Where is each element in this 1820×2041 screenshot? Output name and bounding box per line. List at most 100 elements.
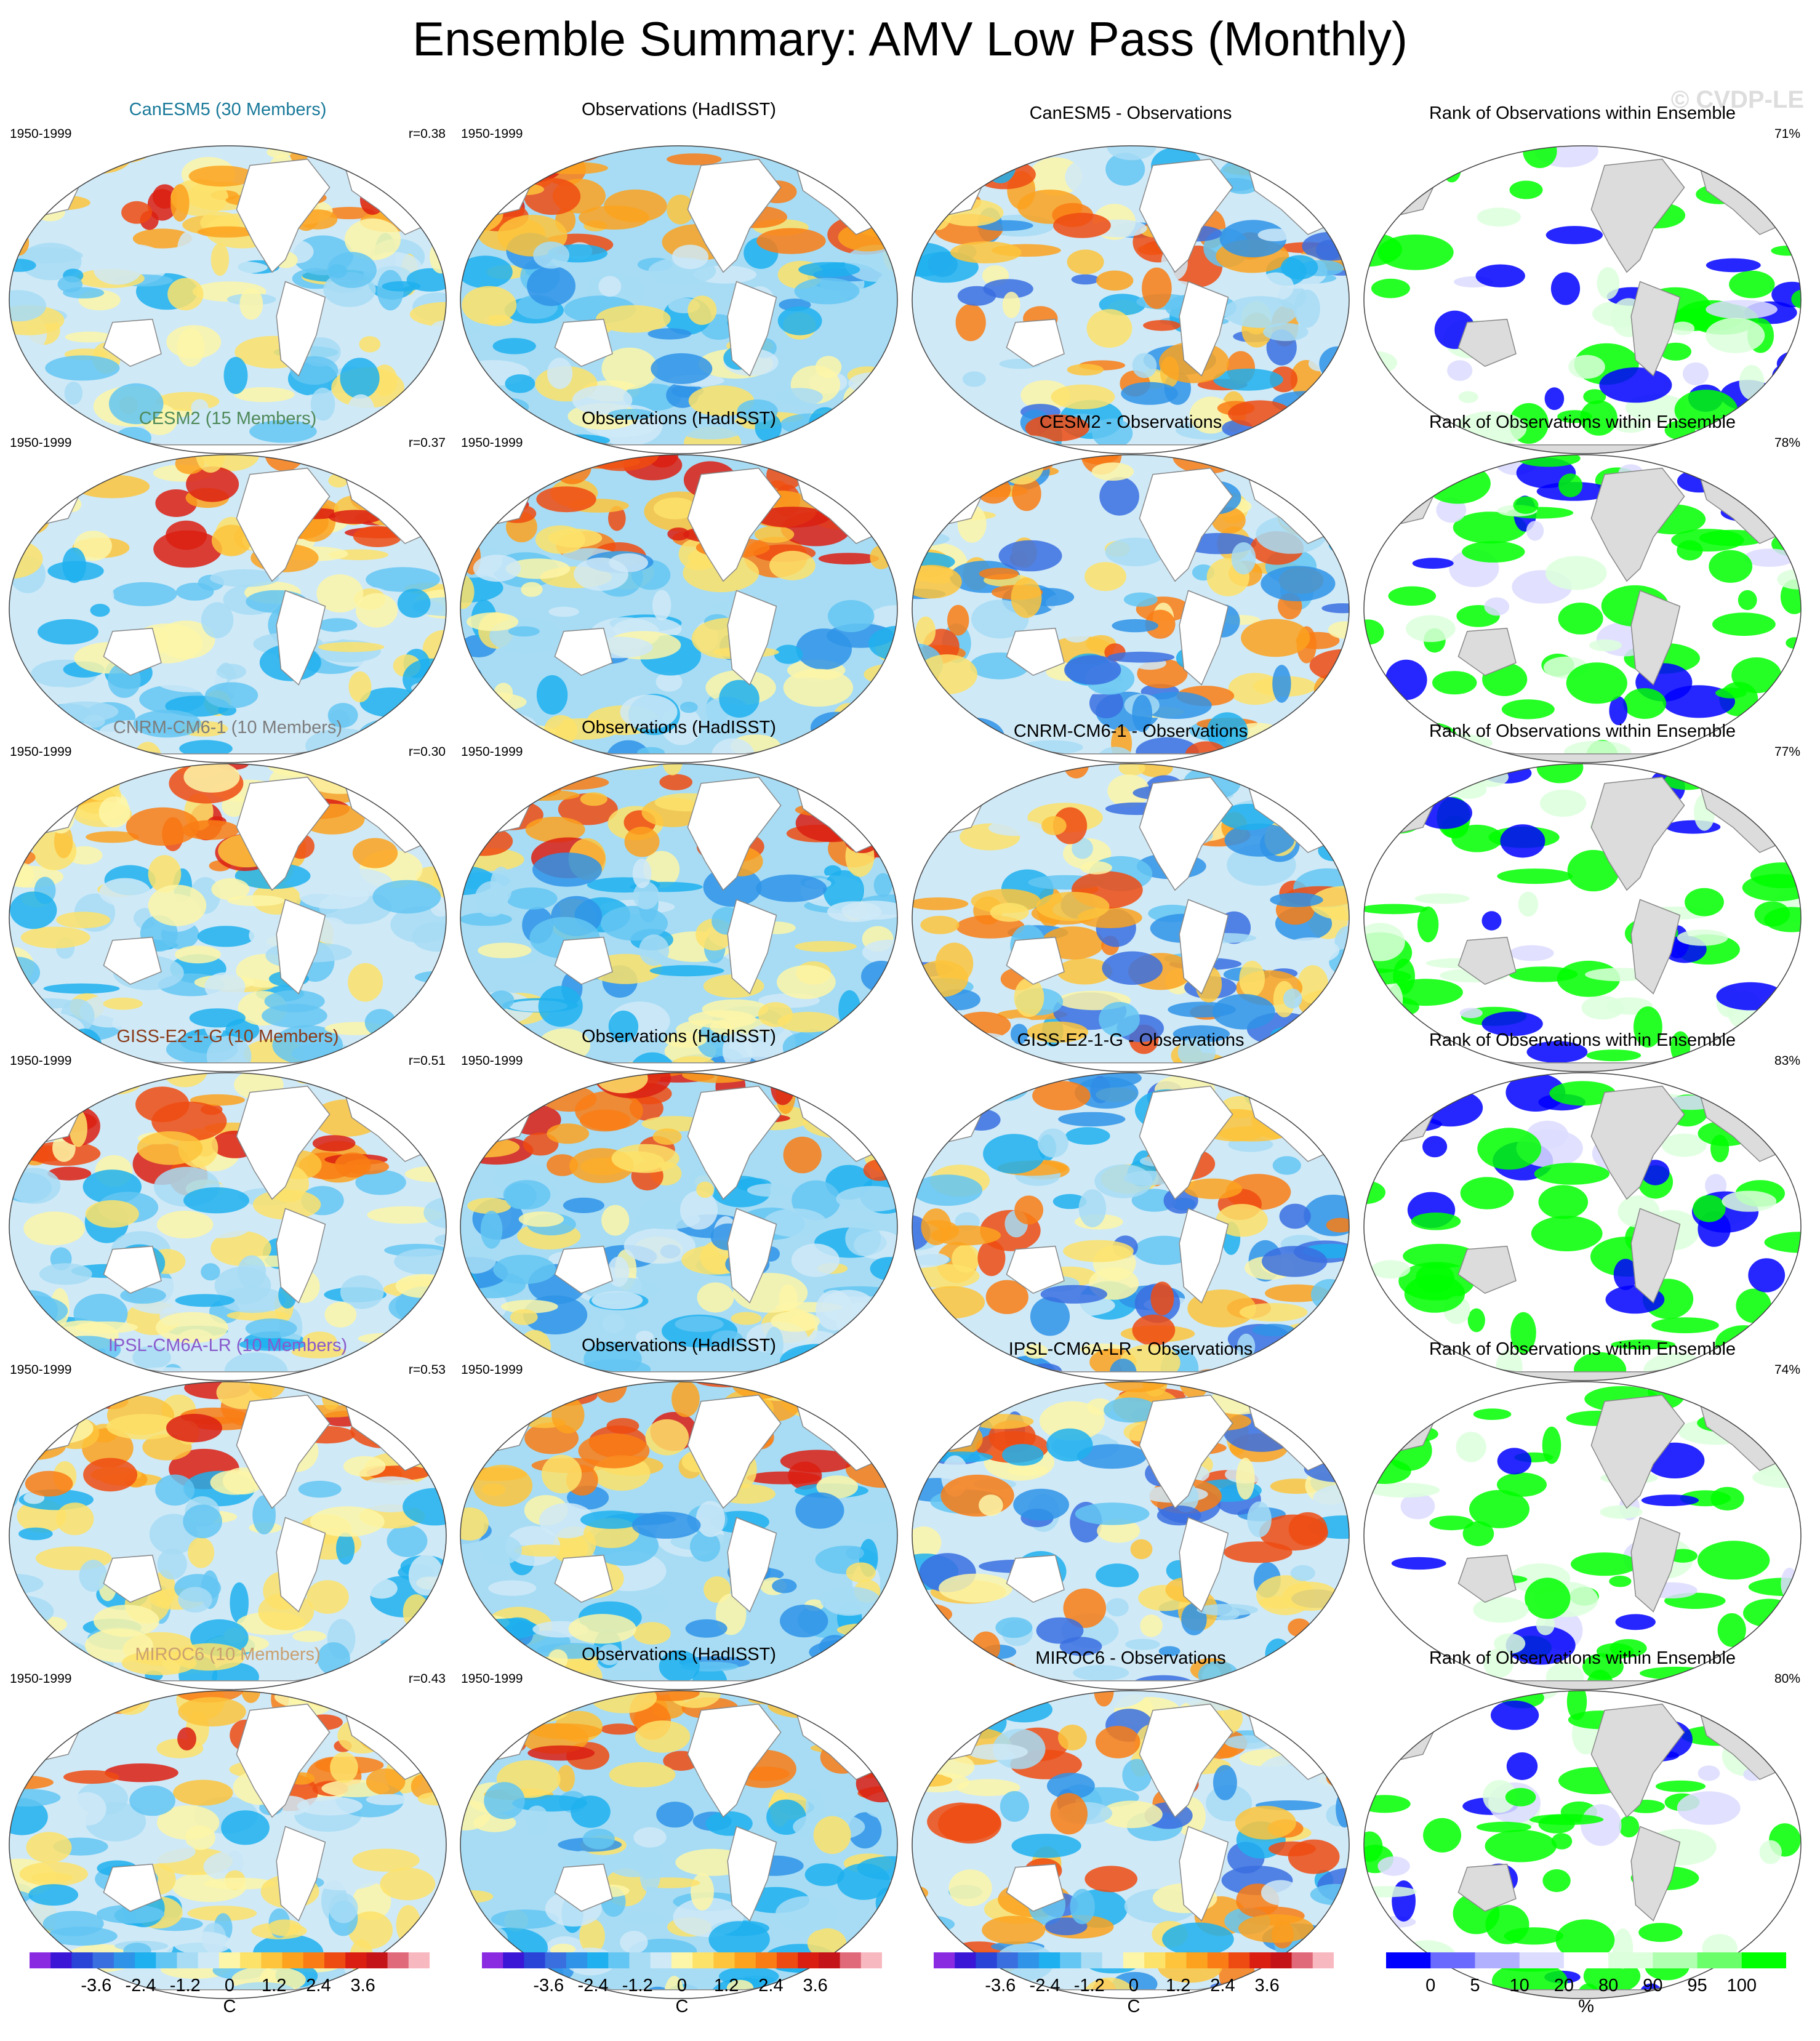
field-patch xyxy=(1677,1791,1741,1825)
field-patch xyxy=(298,1480,342,1498)
field-patch xyxy=(1734,763,1765,766)
field-patch xyxy=(1272,665,1291,703)
field-patch xyxy=(1422,1136,1448,1158)
colorbar-swatch xyxy=(1060,1952,1081,1968)
field-patch xyxy=(795,1072,858,1096)
field-patch xyxy=(1089,688,1123,718)
colorbar-tick-label: -1.2 xyxy=(169,1976,201,1995)
field-patch xyxy=(1102,951,1163,985)
field-patch xyxy=(111,582,177,606)
field-patch xyxy=(551,1397,585,1434)
field-patch xyxy=(1067,364,1104,376)
field-patch xyxy=(9,290,46,322)
field-patch xyxy=(55,1072,78,1097)
field-patch xyxy=(1417,906,1439,942)
field-patch xyxy=(538,985,583,1027)
field-patch xyxy=(608,1010,639,1043)
rank-percent: 74% xyxy=(1774,1363,1800,1377)
field-patch xyxy=(1473,1408,1512,1420)
field-patch xyxy=(990,902,1029,922)
field-patch xyxy=(563,1197,604,1213)
field-patch xyxy=(223,356,248,395)
field-patch xyxy=(1038,1128,1068,1158)
field-patch xyxy=(506,145,539,166)
field-patch xyxy=(90,604,110,617)
field-patch xyxy=(9,1453,36,1469)
field-patch xyxy=(463,154,536,167)
field-patch xyxy=(667,194,694,225)
field-patch xyxy=(98,796,130,828)
field-patch xyxy=(65,331,113,343)
field-patch xyxy=(137,1131,203,1165)
field-patch xyxy=(85,1200,139,1228)
field-patch xyxy=(112,1014,143,1032)
field-patch xyxy=(1138,763,1173,777)
field-patch xyxy=(506,887,558,910)
field-patch xyxy=(1100,1800,1163,1829)
diff-panel: IPSL-CM6A-LR - Observations xyxy=(909,1336,1352,1690)
field-patch xyxy=(656,1802,694,1828)
colorbar-swatches xyxy=(934,1952,1334,1968)
field-patch xyxy=(1027,1021,1089,1043)
field-patch xyxy=(507,790,580,801)
field-patch xyxy=(1638,1923,1683,1943)
field-patch xyxy=(1363,454,1406,475)
field-patch xyxy=(536,486,596,513)
field-patch xyxy=(912,1390,945,1406)
field-patch xyxy=(1071,274,1100,285)
obs-map xyxy=(460,1072,898,1381)
map-border xyxy=(1363,1690,1802,1999)
field-patch xyxy=(20,926,90,948)
field-patch xyxy=(9,1113,36,1134)
field-patch xyxy=(1011,577,1042,618)
field-patch xyxy=(460,388,503,399)
field-patch xyxy=(1333,454,1349,478)
field-patch xyxy=(478,1690,545,1720)
continent-outline xyxy=(687,1703,782,1818)
field-patch xyxy=(1660,342,1691,361)
field-patch xyxy=(9,1168,61,1204)
field-patch xyxy=(804,1863,844,1887)
colorbar-tick-label: 0 xyxy=(224,1976,235,1995)
field-patch xyxy=(867,167,897,182)
field-patch xyxy=(1145,609,1176,639)
field-patch xyxy=(424,1690,446,1731)
colorbar-swatch xyxy=(50,1952,72,1968)
field-patch xyxy=(1476,1821,1531,1832)
field-patch xyxy=(39,1263,92,1285)
field-patch xyxy=(690,1531,721,1562)
field-patch xyxy=(1403,1243,1477,1269)
field-patch xyxy=(548,606,579,617)
field-patch xyxy=(177,1727,196,1750)
diff-panel: CNRM-CM6-1 - Observations xyxy=(909,718,1352,1072)
field-patch xyxy=(697,1282,734,1313)
field-patch xyxy=(539,162,608,174)
field-patch xyxy=(351,763,376,785)
field-patch xyxy=(1467,1308,1485,1333)
field-patch xyxy=(508,626,540,637)
field-patch xyxy=(272,1025,343,1065)
field-patch xyxy=(632,859,652,888)
field-patch xyxy=(460,159,484,201)
field-patch xyxy=(68,1792,106,1826)
field-patch xyxy=(237,1255,267,1289)
field-patch xyxy=(96,1904,165,1924)
field-patch xyxy=(923,1690,956,1716)
field-patch xyxy=(1731,657,1782,694)
continent-outline xyxy=(1006,1245,1065,1294)
continent-outline xyxy=(1006,318,1065,367)
field-patch xyxy=(310,387,335,421)
field-patch xyxy=(1050,1793,1088,1835)
colorbar-tick-label: -2.4 xyxy=(1029,1976,1060,1995)
field-patch xyxy=(702,999,769,1019)
field-patch xyxy=(1261,1880,1301,1906)
field-patch xyxy=(1002,1444,1044,1466)
obs-map xyxy=(460,1381,898,1690)
field-patch xyxy=(873,873,892,897)
field-patch xyxy=(476,159,523,199)
field-patch xyxy=(696,1501,725,1538)
field-patch xyxy=(1558,603,1603,635)
field-patch xyxy=(47,1166,92,1181)
field-patch xyxy=(633,881,659,910)
field-patch xyxy=(460,1381,531,1406)
